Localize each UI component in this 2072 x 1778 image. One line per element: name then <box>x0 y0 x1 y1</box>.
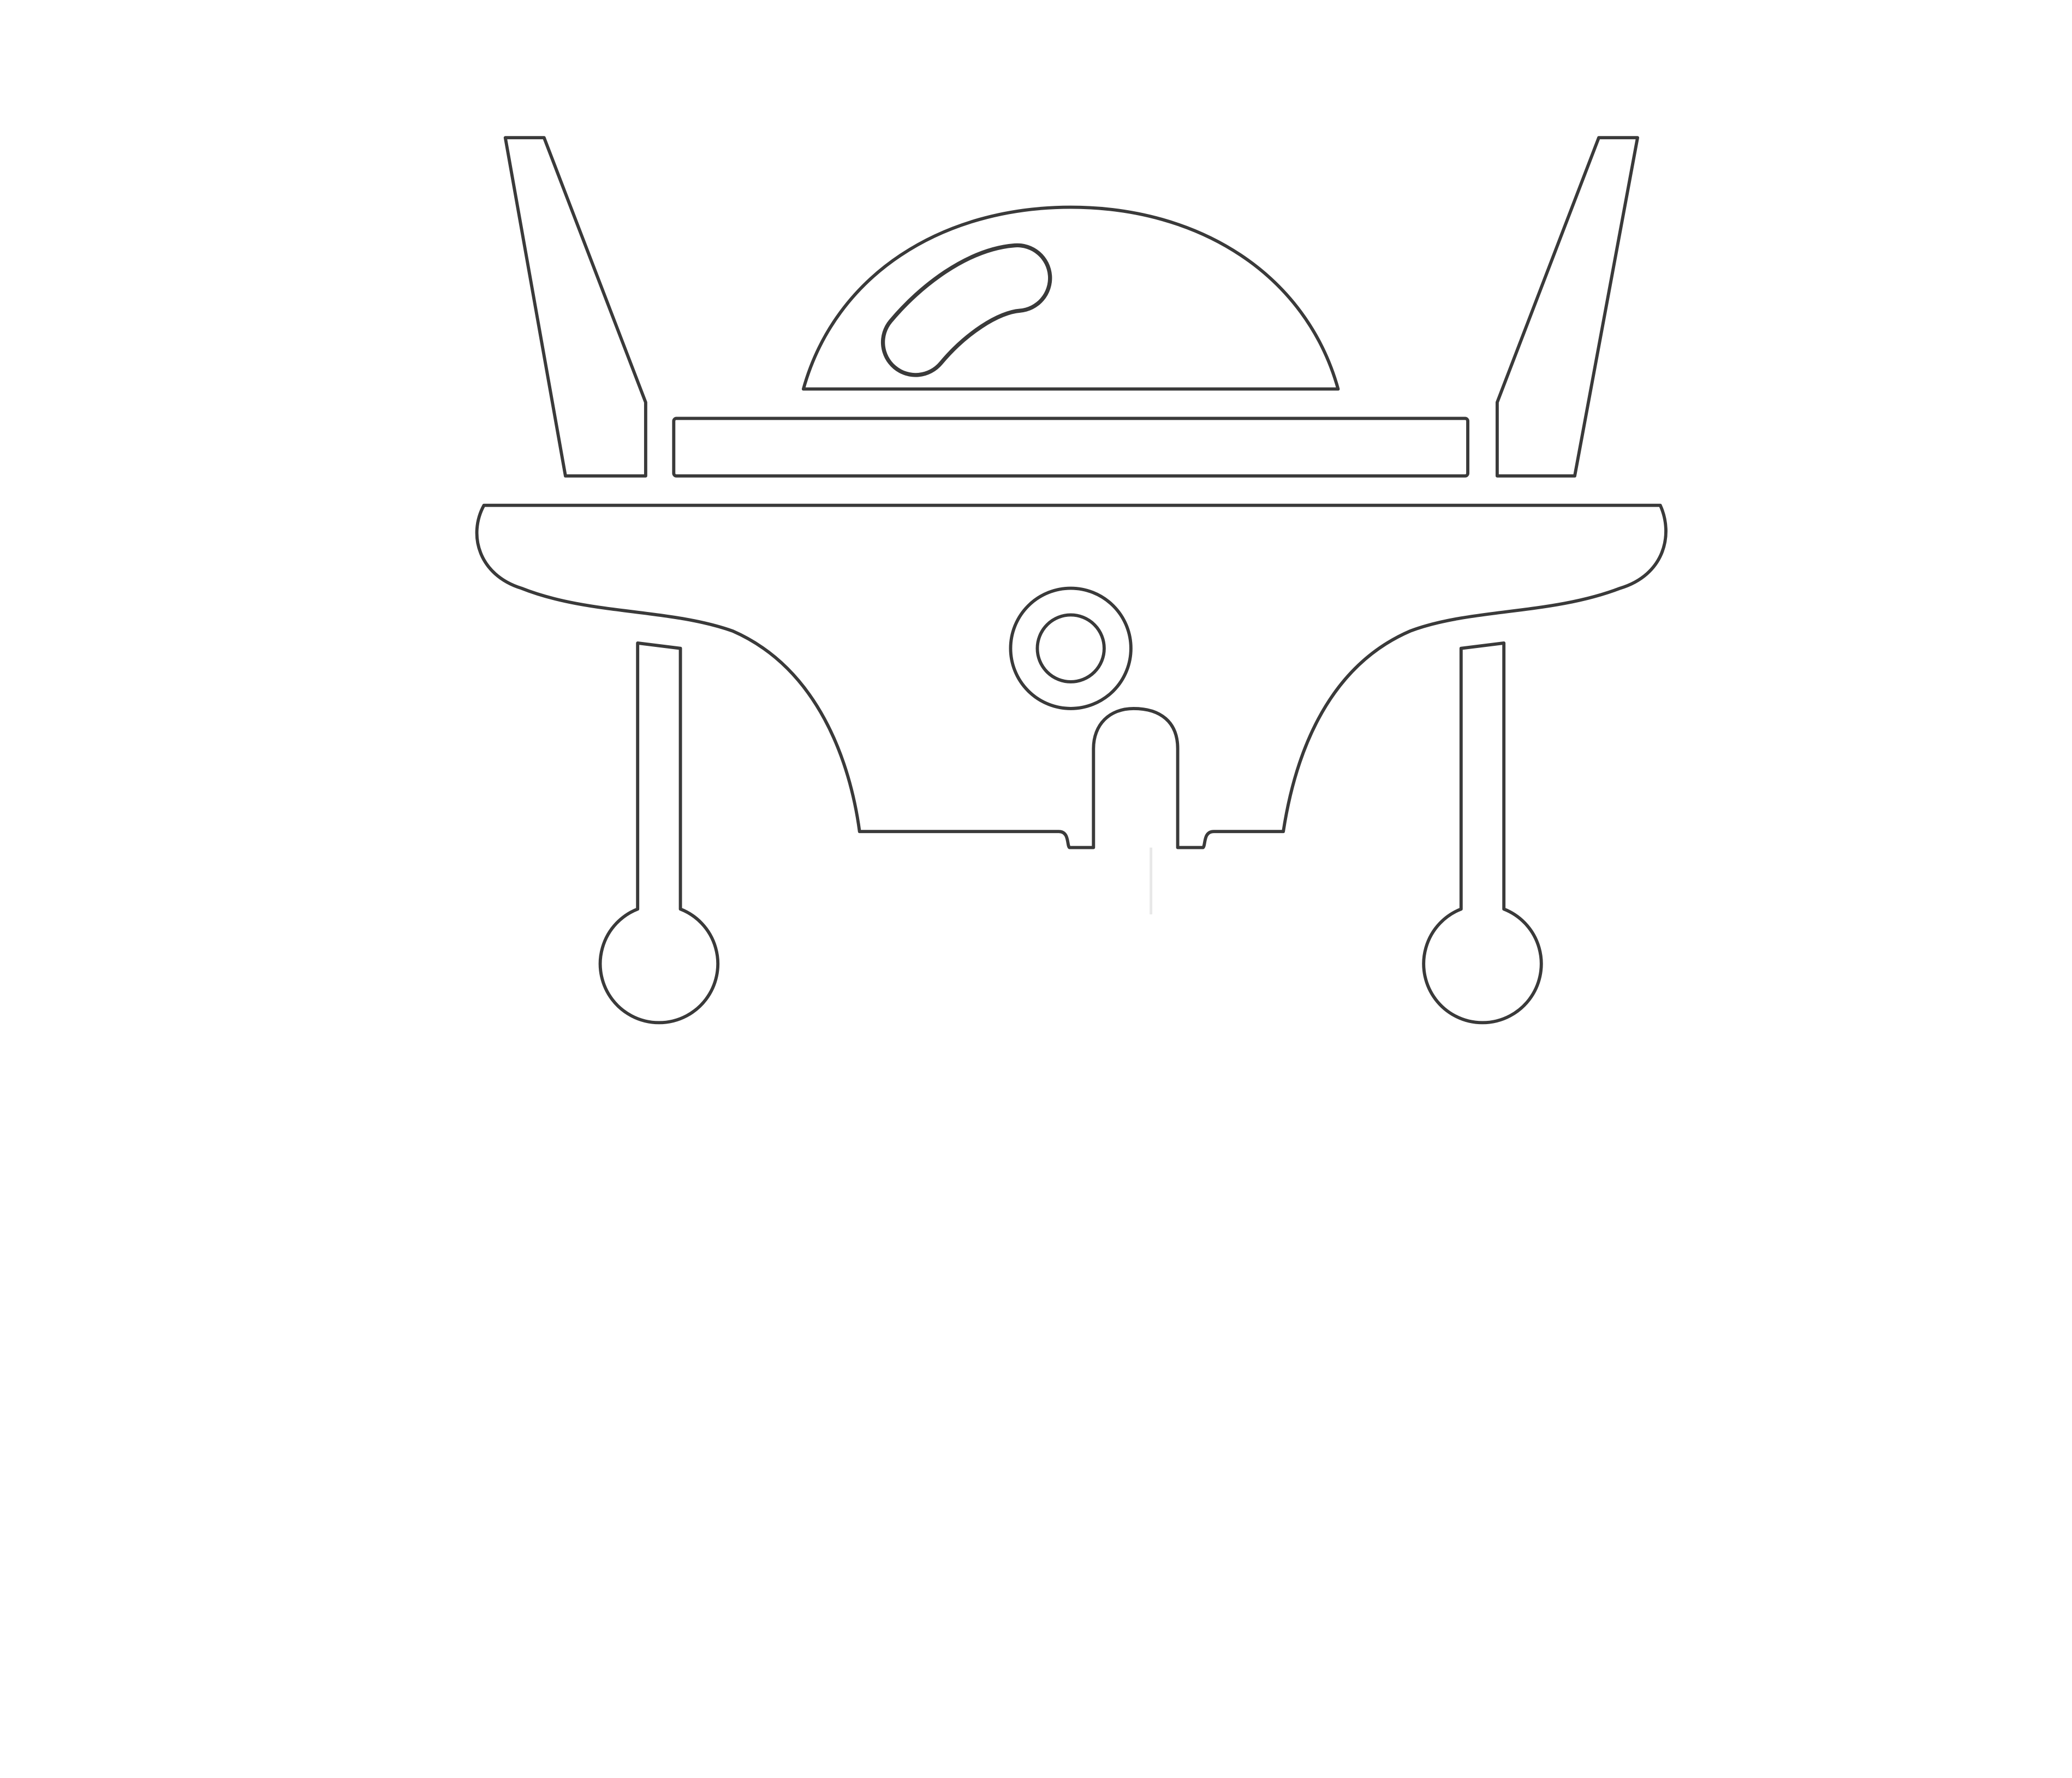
dome-shape <box>801 205 1340 391</box>
right-leg-shape <box>1422 641 1543 1025</box>
left-fin-shape <box>503 136 647 478</box>
eye-inner-ring-shape <box>1035 613 1106 683</box>
left-leg-shape <box>598 641 720 1025</box>
top-bar-shape <box>672 417 1469 478</box>
right-fin-shape <box>1495 136 1640 478</box>
dome-highlight-fill <box>885 247 1049 373</box>
